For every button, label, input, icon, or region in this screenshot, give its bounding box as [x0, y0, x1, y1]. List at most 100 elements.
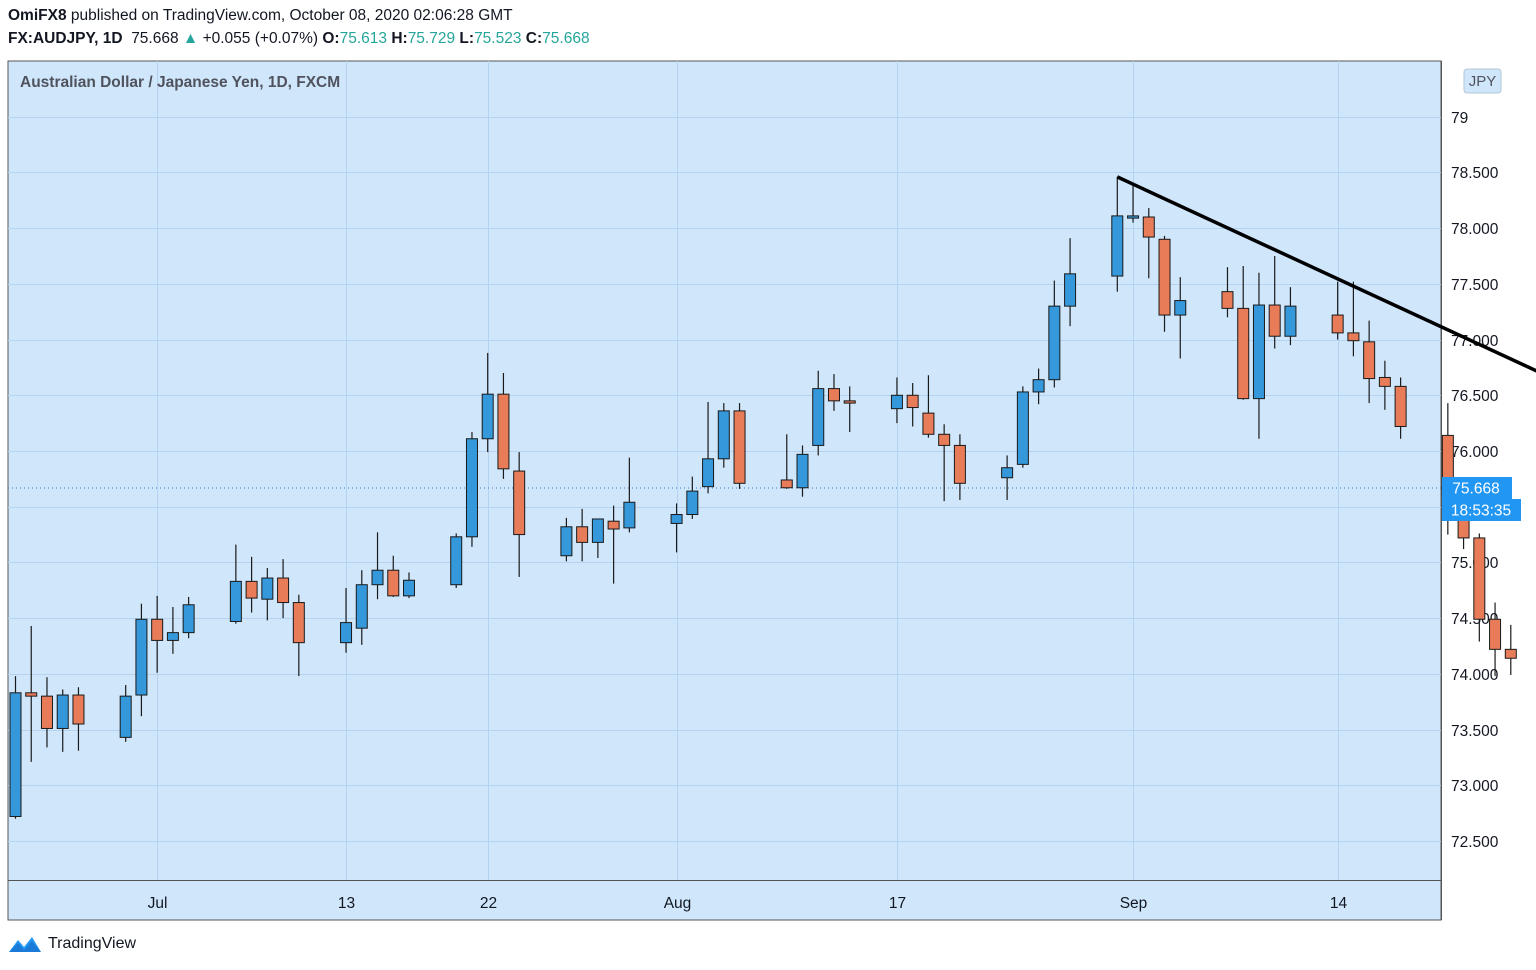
candle-body-up	[9, 692, 22, 817]
y-tick-label: 72.500	[1451, 834, 1499, 851]
candle-body-up	[481, 393, 494, 440]
candle-body-down	[843, 400, 856, 404]
candle-body-down	[1378, 376, 1391, 387]
y-tick-label: 77.500	[1451, 277, 1499, 294]
last-price-badge	[1442, 476, 1512, 499]
candle	[72, 687, 85, 751]
candles	[9, 176, 1517, 819]
candle-body-up	[56, 694, 69, 729]
candle-body-up	[403, 579, 415, 597]
close-label: C:	[525, 30, 543, 47]
candle	[1064, 238, 1077, 327]
candle	[796, 445, 809, 497]
candle-body-up	[1001, 467, 1014, 479]
candle	[1252, 272, 1265, 439]
candle-body-up	[812, 388, 825, 446]
candle	[686, 476, 699, 519]
low-label: L:	[459, 30, 475, 47]
candle	[1489, 602, 1502, 677]
candle-body-down	[292, 602, 305, 644]
low-value: 75.523	[474, 30, 522, 47]
candle	[1142, 208, 1155, 279]
candle-body-down	[1221, 291, 1234, 309]
candle-body-down	[245, 580, 258, 599]
candle-body-down	[733, 410, 746, 484]
chart-title: Australian Dollar / Japanese Yen, 1D, FX…	[20, 74, 340, 91]
candle-body-down	[780, 479, 793, 489]
up-arrow-icon: ▲	[182, 30, 199, 47]
symbol-label[interactable]: FX:AUDJPY, 1D	[8, 30, 123, 47]
candle	[1048, 280, 1061, 388]
candle	[607, 505, 620, 584]
candle-body-down	[953, 444, 966, 484]
y-tick-label: 76.000	[1451, 444, 1499, 461]
candle-body-up	[1064, 273, 1077, 307]
candle	[497, 373, 510, 479]
candle	[182, 596, 195, 639]
candle	[670, 503, 683, 553]
candle	[261, 568, 274, 621]
candle	[1016, 386, 1029, 468]
candle	[465, 432, 478, 547]
candle-body-down	[1331, 314, 1344, 334]
candle	[513, 452, 526, 577]
candle	[1127, 184, 1140, 223]
open-value: 75.613	[339, 30, 388, 47]
tradingview-logo-icon	[9, 937, 41, 952]
trendline[interactable]	[1116, 175, 1536, 570]
candle	[1268, 256, 1281, 349]
countdown-label: 18:53:35	[1451, 502, 1511, 519]
candle-body-down	[922, 412, 935, 435]
candle	[1504, 624, 1517, 675]
candle-body-up	[702, 458, 715, 488]
candle-body-down	[387, 569, 400, 597]
open-label: O:	[322, 30, 340, 47]
candle-body-up	[796, 453, 809, 489]
x-tick-label: 22	[480, 895, 497, 912]
author-name[interactable]: OmiFX8	[8, 7, 67, 24]
y-tick-label-partial: 79	[1451, 110, 1468, 127]
candle-body-up	[1032, 379, 1045, 393]
candle-body-up	[355, 584, 368, 629]
candle-body-up	[623, 501, 636, 529]
candle	[1378, 360, 1391, 410]
y-tick-label: 78.500	[1451, 165, 1499, 182]
candle-body-up	[1048, 305, 1061, 381]
candle-body-down	[1158, 238, 1171, 316]
candle	[1174, 277, 1187, 359]
candle	[450, 533, 463, 589]
x-tick-label: Sep	[1120, 895, 1148, 912]
candle-body-down	[576, 526, 589, 543]
candle-body-up	[450, 536, 463, 586]
x-tick-label: 17	[889, 895, 906, 912]
candle	[717, 403, 730, 468]
publish-info: OmiFX8 published on TradingView.com, Oct…	[8, 7, 513, 25]
x-tick-label: Aug	[664, 895, 692, 912]
candle-body-up	[166, 632, 179, 641]
candle-body-down	[277, 577, 290, 604]
candle	[340, 588, 353, 653]
currency-badge[interactable]	[1463, 68, 1502, 94]
candle	[560, 517, 573, 562]
y-tick-label: 76.500	[1451, 388, 1499, 405]
y-tick-label: 73.000	[1451, 778, 1499, 795]
currency-label: JPY	[1469, 73, 1497, 90]
candle	[1001, 455, 1014, 501]
candle	[576, 508, 589, 562]
y-axis-labels: 72.50073.00073.50074.00074.50075.00075.5…	[1451, 110, 1499, 851]
candle-body-up	[261, 577, 274, 600]
tradingview-footer[interactable]: TradingView	[8, 934, 136, 954]
candle-body-down	[938, 433, 951, 446]
x-axis-labels: Jul1322Aug17Sep14Oct1221	[148, 895, 1348, 912]
candle-body-up	[119, 695, 132, 738]
candle	[623, 457, 636, 533]
candle-body-up	[229, 580, 242, 622]
last-price-badge-label: 75.668	[1452, 480, 1499, 497]
candle-body-up	[371, 569, 384, 586]
candle-body-up	[560, 526, 573, 557]
last-price-value: 75.668	[131, 30, 179, 47]
candle	[1347, 281, 1360, 357]
candle	[938, 424, 951, 502]
candle	[780, 434, 793, 489]
